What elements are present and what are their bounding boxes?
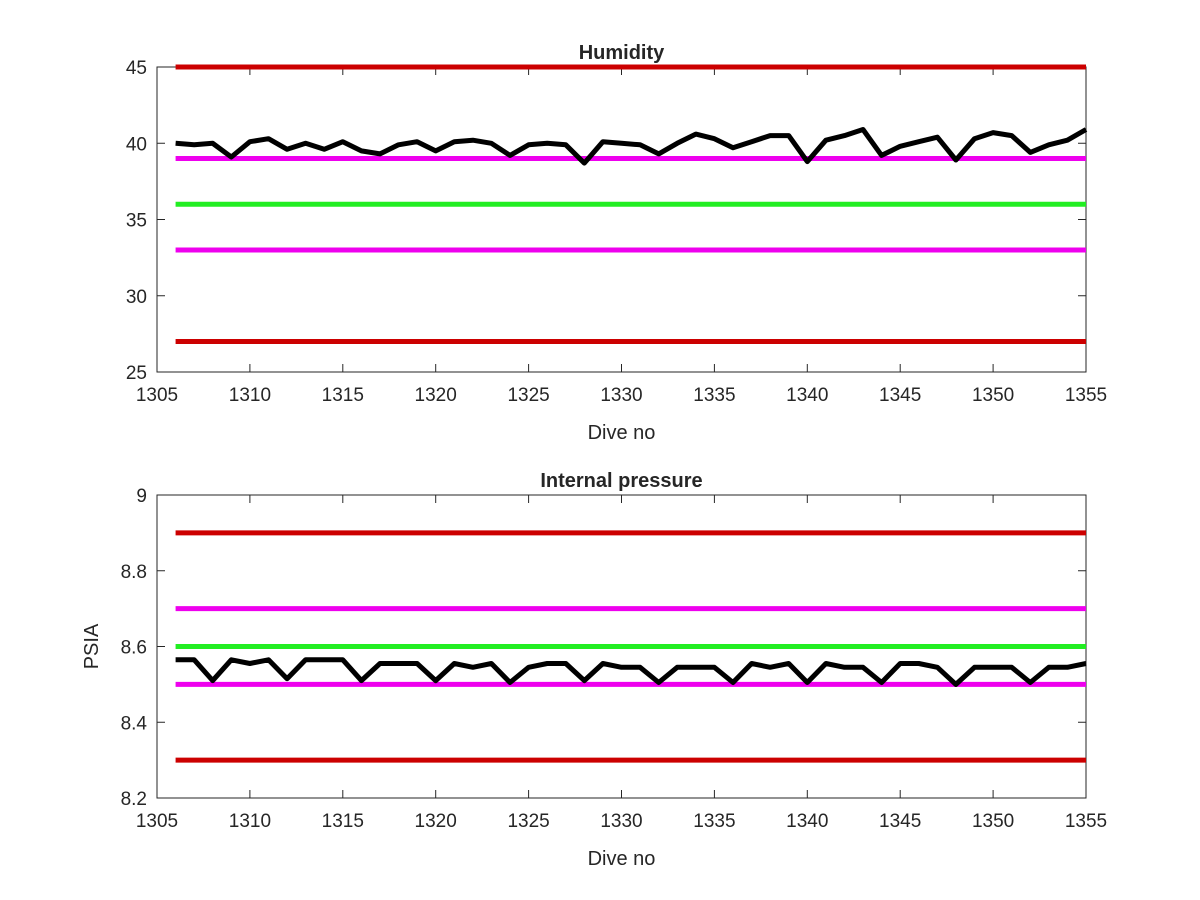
x-tick-label: 1320 (415, 385, 457, 406)
y-tick-label: 25 (126, 363, 147, 384)
y-tick-label: 40 (126, 134, 147, 155)
y-tick-label: 30 (126, 287, 147, 308)
y-tick-label: 8.4 (121, 713, 148, 734)
y-tick-label: 8.6 (121, 638, 147, 659)
x-tick-label: 1325 (507, 811, 549, 832)
x-axis-label: Dive no (588, 848, 656, 870)
x-tick-label: 1305 (136, 385, 178, 406)
chart-title: Humidity (579, 42, 665, 64)
x-tick-label: 1345 (879, 811, 921, 832)
x-tick-label: 1325 (507, 385, 549, 406)
y-tick-label: 35 (126, 211, 147, 232)
x-tick-label: 1335 (693, 385, 735, 406)
x-tick-label: 1355 (1065, 385, 1107, 406)
y-tick-label: 8.2 (121, 789, 147, 810)
x-tick-label: 1350 (972, 385, 1014, 406)
x-tick-label: 1340 (786, 811, 828, 832)
y-tick-label: 45 (126, 58, 147, 79)
series-line (175, 127, 1088, 166)
x-axis-label: Dive no (588, 422, 656, 444)
x-tick-label: 1330 (600, 385, 642, 406)
x-tick-label: 1310 (229, 811, 271, 832)
y-axis-label: PSIA (81, 623, 103, 669)
x-tick-label: 1355 (1065, 811, 1107, 832)
x-tick-label: 1330 (600, 811, 642, 832)
internal-pressure-panel: 1305 1310 1315 1320 1325 1330 1335 1340 1345 1350… (81, 470, 1107, 870)
y-tick-label: 8.8 (121, 562, 147, 583)
chart-title: Internal pressure (540, 470, 702, 492)
series-line (175, 657, 1087, 687)
x-tick-label: 1315 (322, 811, 364, 832)
x-tick-label: 1335 (693, 811, 735, 832)
x-tick-label: 1310 (229, 385, 271, 406)
axes-box (156, 66, 1087, 373)
y-tick-label: 9 (136, 486, 147, 507)
x-tick-label: 1320 (415, 811, 457, 832)
x-tick-label: 1350 (972, 811, 1014, 832)
x-tick-label: 1315 (322, 385, 364, 406)
humidity-panel: 1305 1310 1315 1320 1325 1330 1335 1340 1345 1350… (126, 42, 1107, 444)
x-tick-label: 1340 (786, 385, 828, 406)
x-tick-label: 1305 (136, 811, 178, 832)
x-tick-label: 1345 (879, 385, 921, 406)
